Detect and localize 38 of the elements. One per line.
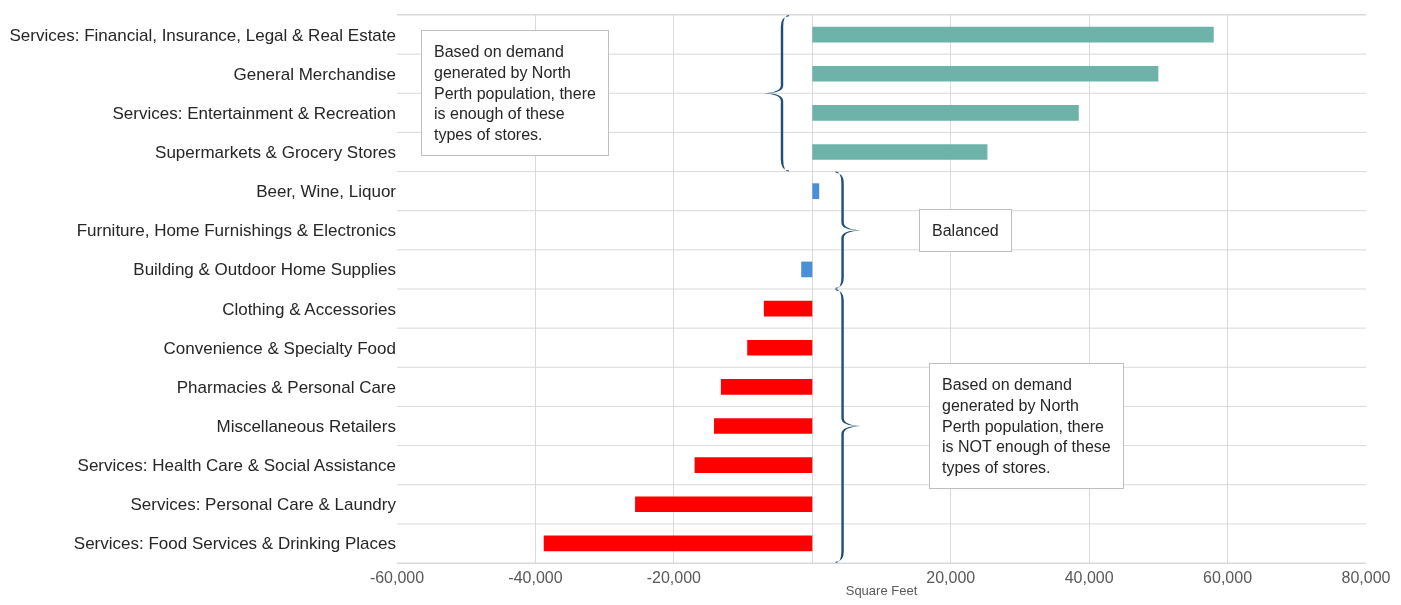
annotation: Based on demand generated by North Perth population, there is NOT enough of these types of stores. bbox=[942, 376, 1111, 477]
x-tick-label: -20,000 bbox=[646, 569, 702, 587]
y-tick-label: Services: Food Services & Drinking Places bbox=[73, 534, 396, 554]
bar bbox=[801, 261, 813, 278]
y-tick-label: Services: Entertainment & Recreation bbox=[112, 103, 396, 123]
bar bbox=[812, 144, 988, 160]
y-tick-label: Convenience & Specialty Food bbox=[163, 338, 396, 358]
bar bbox=[747, 339, 813, 356]
y-tick-label: Pharmacies & Personal Care bbox=[176, 377, 396, 397]
x-tick-label: 80,000 bbox=[1341, 569, 1391, 587]
bar bbox=[812, 65, 1159, 82]
x-tick-label: 40,000 bbox=[1064, 569, 1114, 587]
bar bbox=[714, 418, 813, 434]
annotation: Balanced bbox=[932, 222, 999, 239]
bar bbox=[635, 496, 813, 513]
bar bbox=[720, 379, 813, 395]
x-tick-label: 60,000 bbox=[1203, 569, 1253, 587]
y-tick-label: General Merchandise bbox=[233, 64, 396, 84]
y-tick-label: Clothing & Accessories bbox=[222, 299, 396, 319]
y-tick-label: Services: Personal Care & Laundry bbox=[130, 495, 397, 515]
bar bbox=[812, 105, 1079, 121]
bar bbox=[694, 457, 813, 473]
x-axis-title: Square Feet bbox=[845, 582, 918, 598]
y-tick-label: Beer, Wine, Liquor bbox=[256, 182, 397, 202]
x-tick-label: -40,000 bbox=[508, 569, 563, 587]
bar bbox=[763, 300, 813, 317]
x-tick-label: -60,000 bbox=[369, 569, 425, 587]
bar bbox=[812, 183, 820, 199]
y-tick-label: Services: Health Care & Social Assistance bbox=[77, 456, 396, 476]
x-tick-label: 20,000 bbox=[926, 569, 976, 587]
y-tick-label: Supermarkets & Grocery Stores bbox=[155, 142, 396, 162]
y-tick-label: Services: Financial, Insurance, Legal & Real Estate bbox=[9, 25, 396, 45]
y-tick-label: Miscellaneous Retailers bbox=[216, 416, 396, 436]
annotation: Based on demand generated by North Perth population, there is enough of these types of stores. bbox=[434, 43, 596, 144]
y-tick-label: Building & Outdoor Home Supplies bbox=[133, 260, 396, 280]
bar bbox=[543, 535, 813, 552]
bar bbox=[812, 26, 1214, 43]
y-tick-label: Furniture, Home Furnishings & Electronics bbox=[76, 221, 396, 241]
